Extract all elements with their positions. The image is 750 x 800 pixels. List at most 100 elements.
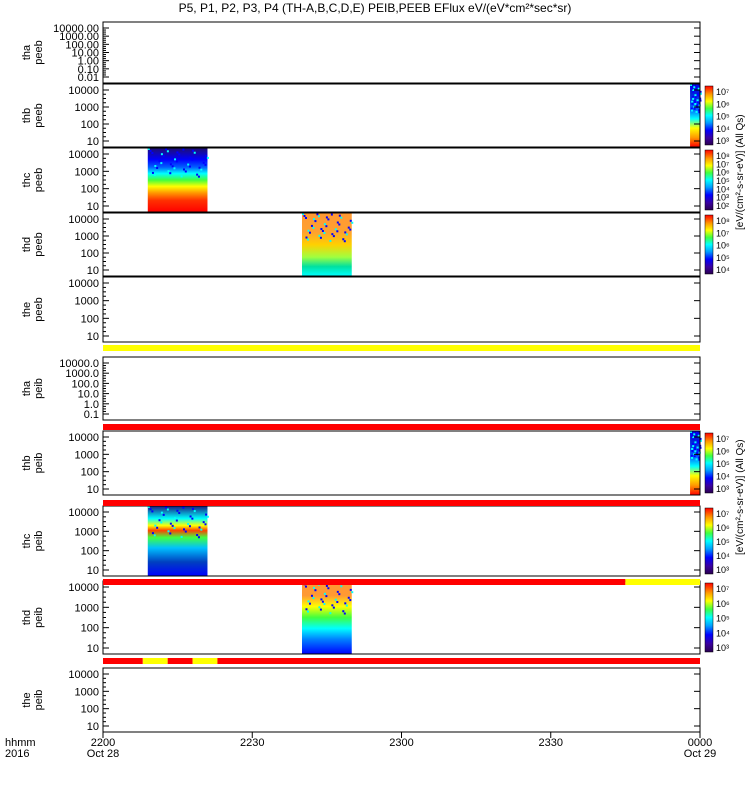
- speckle: [169, 163, 172, 166]
- speckle: [188, 525, 191, 528]
- speckle: [697, 92, 700, 95]
- x-tick-label: 2300: [389, 737, 413, 749]
- speckle: [187, 523, 190, 526]
- speckle: [349, 228, 352, 231]
- colorbar-tick-label: 10⁷: [716, 87, 729, 97]
- spectrogram-block: [147, 506, 208, 576]
- speckle: [193, 510, 196, 513]
- speckle: [206, 515, 209, 518]
- speckle: [691, 443, 694, 446]
- speckle: [694, 448, 697, 451]
- speckle: [344, 231, 347, 234]
- y-tick-label: 1000: [75, 686, 99, 698]
- speckle: [345, 604, 348, 607]
- speckle: [321, 230, 324, 233]
- y-tick-label: 100: [81, 248, 99, 260]
- speckle: [698, 456, 701, 459]
- speckle: [351, 221, 354, 224]
- status-segment-yellow: [103, 345, 700, 351]
- speckle: [202, 521, 205, 524]
- y-tick-label: 100: [81, 119, 99, 131]
- status-segment-red: [103, 658, 143, 664]
- speckle: [314, 220, 317, 223]
- speckle: [189, 156, 192, 159]
- speckle: [697, 94, 700, 97]
- y-tick-label: 1000: [75, 166, 99, 178]
- speckle: [323, 592, 326, 595]
- colorbar-tick-label: 10⁴: [716, 265, 730, 275]
- y-axis-label: peib: [33, 453, 45, 474]
- speckle: [178, 153, 181, 156]
- speckle: [191, 149, 194, 152]
- speckle: [336, 590, 339, 593]
- speckle: [336, 230, 339, 233]
- speckle: [312, 226, 315, 229]
- speckle: [699, 439, 702, 442]
- speckle: [149, 508, 152, 511]
- panel-the-peib: 10000 1000 100 10 the peib: [21, 667, 701, 733]
- speckle: [162, 513, 165, 516]
- speckle: [693, 446, 696, 449]
- speckle: [691, 447, 694, 450]
- speckle: [160, 162, 163, 165]
- speckle: [317, 215, 320, 218]
- speckle: [151, 510, 154, 513]
- speckle: [338, 593, 341, 596]
- colorbar-tick-label: 10⁶: [716, 99, 730, 109]
- speckle: [173, 527, 176, 530]
- speckle: [691, 100, 694, 103]
- colorbar-tick-label: 10⁶: [716, 599, 730, 609]
- speckle: [206, 156, 209, 159]
- speckle: [153, 173, 156, 176]
- speckle: [189, 515, 192, 518]
- speckle: [692, 84, 695, 87]
- colorbar: [704, 507, 714, 575]
- speckle: [205, 513, 208, 516]
- colorbar-tick-label: 10⁵: [716, 176, 730, 186]
- speckle: [312, 218, 315, 221]
- x-tick-date-label: Oct 28: [87, 748, 119, 760]
- speckle: [319, 608, 322, 611]
- speckle: [304, 585, 307, 588]
- speckle: [171, 524, 174, 527]
- speckle: [345, 233, 348, 236]
- speckle: [308, 231, 311, 234]
- colorbar-tick-label: 10⁶: [716, 241, 730, 251]
- y-tick-label: 10000: [68, 278, 99, 290]
- y-axis-label: thc: [21, 172, 33, 187]
- speckle: [169, 532, 172, 535]
- y-axis-label: the: [21, 302, 33, 317]
- speckle: [147, 506, 150, 508]
- y-tick-label: 10: [87, 643, 99, 655]
- panel-frame: [102, 580, 701, 655]
- speckle: [694, 450, 697, 453]
- speckle: [347, 596, 350, 599]
- speckle: [188, 165, 191, 168]
- panel-thc-peeb: 10000 1000 100 10 thc peeb 10⁸10⁷10⁶10⁵10⁴10³1…: [21, 147, 730, 213]
- speckle: [699, 446, 702, 449]
- speckle: [198, 526, 201, 529]
- speckle: [695, 458, 698, 461]
- speckle: [307, 229, 310, 232]
- y-tick-label: 10000.0: [59, 358, 99, 370]
- speckle: [310, 594, 313, 597]
- speckle: [695, 104, 698, 107]
- speckle: [173, 167, 176, 170]
- speckle: [180, 175, 183, 178]
- speckle: [694, 102, 697, 105]
- y-tick-label: 1.0: [84, 399, 99, 411]
- colorbar-tick-label: 10⁵: [716, 459, 730, 469]
- status-segment-red: [103, 424, 700, 430]
- colorbar-tick-label: 10⁴: [716, 124, 730, 134]
- panel-frame: [102, 83, 701, 148]
- speckle: [167, 170, 170, 173]
- y-tick-label: 100: [81, 313, 99, 325]
- units-label: [eV/(cm²-s-sr-eV)] (All Qs): [735, 114, 746, 230]
- speckle: [692, 91, 695, 94]
- speckle: [330, 213, 333, 216]
- y-tick-label: 10000: [68, 432, 99, 444]
- speckle: [200, 528, 203, 531]
- y-tick-label: 10: [87, 136, 99, 148]
- panel-thd-peeb: 10000 1000 100 10 thd peeb 10⁸ 10⁷ 10⁶ 10⁵ 10⁴: [21, 212, 730, 277]
